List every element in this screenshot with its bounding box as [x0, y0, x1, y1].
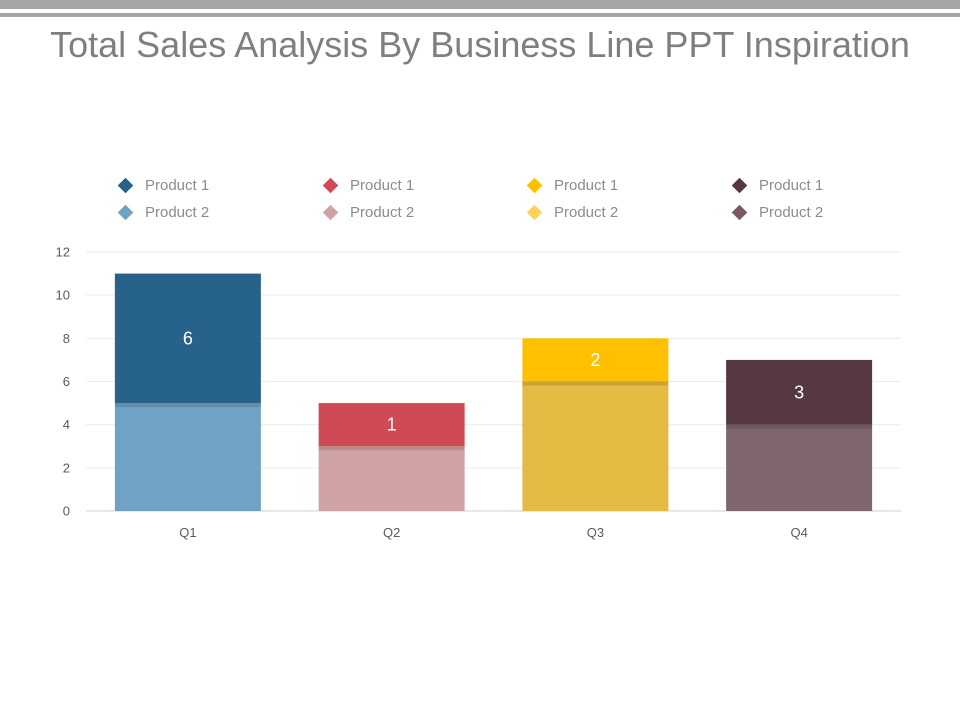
y-tick-label: 2 — [63, 460, 70, 475]
legend-label: Product 2 — [350, 203, 415, 221]
bar-segment-product-2 — [726, 424, 873, 511]
bar-segment-product-2 — [522, 381, 669, 511]
legend-item: Product 2 — [526, 202, 619, 222]
legend-label: Product 1 — [145, 176, 210, 194]
bar-seam — [114, 403, 261, 408]
bar-segment-product-2 — [114, 403, 261, 511]
legend-label: Product 2 — [145, 203, 210, 221]
top-decor-line — [0, 13, 960, 17]
y-tick-label: 0 — [63, 504, 70, 519]
legend-item: Product 1 — [526, 175, 619, 195]
legend-label: Product 2 — [759, 203, 824, 221]
legend-label: Product 1 — [350, 176, 415, 194]
bar-seam — [522, 381, 669, 386]
slide-title: Total Sales Analysis By Business Line PP… — [50, 24, 910, 65]
x-tick-label: Q1 — [179, 525, 196, 540]
chart-legend: Product 1 Product 1 Product 1 Product 1 Prod… — [117, 174, 938, 226]
legend-item: Product 2 — [117, 202, 210, 222]
legend-label: Product 2 — [554, 203, 619, 221]
y-tick-label: 4 — [63, 417, 70, 432]
y-tick-label: 8 — [63, 331, 70, 346]
bar-segment-product-1 — [318, 403, 465, 447]
legend-label: Product 1 — [554, 176, 619, 194]
x-tick-label: Q3 — [587, 525, 604, 540]
legend-label: Product 1 — [759, 176, 824, 194]
bar-segment-product-2 — [318, 446, 465, 511]
bar-segment-product-1 — [114, 273, 261, 404]
legend-item: Product 1 — [731, 175, 824, 195]
bar-segment-product-1 — [726, 359, 873, 425]
x-tick-label: Q4 — [790, 525, 807, 540]
bar-segment-product-1 — [522, 338, 669, 382]
bar-seam — [726, 424, 873, 429]
legend-item: Product 1 — [117, 175, 210, 195]
data-label: 1 — [387, 415, 397, 435]
x-tick-label: Q2 — [383, 525, 400, 540]
data-label: 2 — [590, 350, 600, 370]
legend-item: Product 2 — [322, 202, 415, 222]
top-decor-bar — [0, 0, 960, 9]
y-tick-label: 12 — [56, 245, 70, 260]
bar-seam — [318, 446, 465, 451]
y-tick-label: 6 — [63, 374, 70, 389]
y-tick-label: 10 — [56, 288, 70, 303]
legend-item: Product 2 — [731, 202, 824, 222]
data-label: 6 — [183, 328, 193, 348]
data-label: 3 — [794, 382, 804, 402]
legend-item: Product 1 — [322, 175, 415, 195]
